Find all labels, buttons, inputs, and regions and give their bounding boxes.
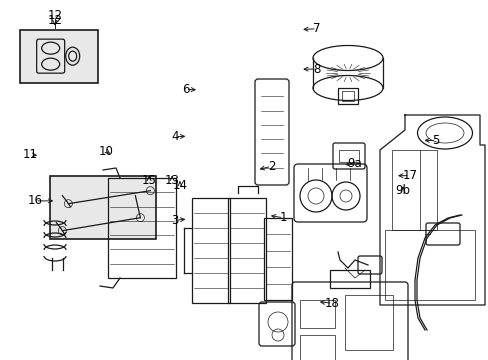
- Text: 12: 12: [47, 9, 62, 22]
- Bar: [341, 91, 353, 101]
- Text: 10: 10: [99, 145, 114, 158]
- Bar: [338, 150, 358, 162]
- Bar: [329, 270, 369, 288]
- Text: 8: 8: [312, 63, 320, 76]
- Bar: [192, 198, 229, 303]
- Text: 14: 14: [172, 179, 187, 192]
- Bar: [299, 300, 334, 328]
- Bar: [391, 150, 436, 230]
- Bar: [299, 335, 334, 360]
- Bar: [50, 176, 156, 239]
- Bar: [227, 198, 265, 303]
- Bar: [264, 218, 291, 300]
- Text: 3: 3: [171, 214, 179, 227]
- Bar: [337, 88, 357, 104]
- Bar: [20, 30, 98, 83]
- Text: 13: 13: [164, 174, 179, 186]
- Text: 17: 17: [402, 169, 416, 182]
- Text: 15: 15: [142, 174, 156, 186]
- Text: 6: 6: [182, 83, 189, 96]
- Text: 1: 1: [279, 211, 287, 224]
- Text: 11: 11: [23, 148, 38, 161]
- Text: 4: 4: [171, 130, 179, 143]
- Text: 9a: 9a: [347, 157, 362, 170]
- Bar: [345, 295, 392, 350]
- Text: 7: 7: [312, 22, 320, 35]
- Bar: [384, 230, 474, 300]
- Text: 5: 5: [431, 134, 439, 147]
- Text: 16: 16: [28, 194, 42, 207]
- Text: 12: 12: [47, 14, 62, 27]
- Text: 9b: 9b: [395, 184, 409, 197]
- Text: 18: 18: [325, 297, 339, 310]
- Bar: [108, 178, 176, 278]
- Text: 2: 2: [267, 160, 275, 173]
